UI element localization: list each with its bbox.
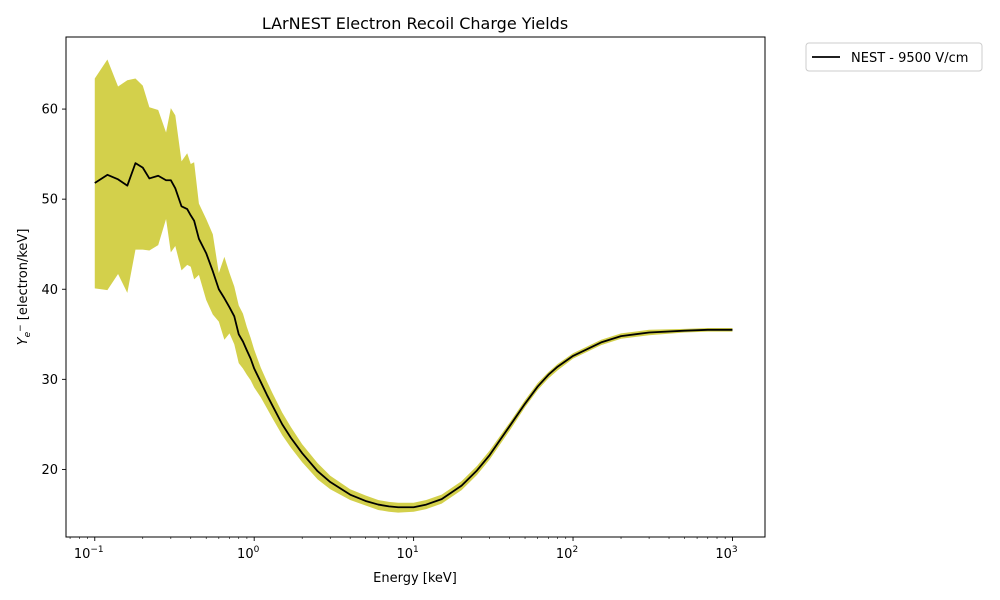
legend: NEST - 9500 V/cm (805, 42, 983, 72)
x-axis: 10−1 100 101 102 103 (69, 537, 738, 562)
x-tick-label: 102 (556, 545, 578, 562)
y-axis-label: Ye− [electron/keV] (16, 229, 33, 346)
uncertainty-band (94, 59, 733, 513)
x-tick-label: 10−1 (74, 545, 104, 562)
y-tick-label: 40 (41, 283, 58, 298)
x-tick-label: 103 (715, 545, 737, 562)
plot-area (94, 59, 733, 513)
y-tick-label: 20 (41, 463, 58, 478)
chart-title: LArNEST Electron Recoil Charge Yields (262, 14, 568, 33)
x-tick-label: 101 (396, 545, 418, 562)
legend-box (805, 42, 983, 72)
y-axis: 20 30 40 50 60 (41, 103, 66, 478)
series-line (94, 162, 733, 509)
y-tick-label: 30 (41, 373, 58, 388)
y-tick-label: 50 (41, 193, 58, 208)
x-tick-label: 100 (237, 545, 260, 562)
plot-frame (65, 36, 766, 538)
legend-label: NEST - 9500 V/cm (851, 51, 968, 66)
y-tick-label: 60 (41, 103, 58, 118)
x-axis-label: Energy [keV] (373, 571, 457, 586)
